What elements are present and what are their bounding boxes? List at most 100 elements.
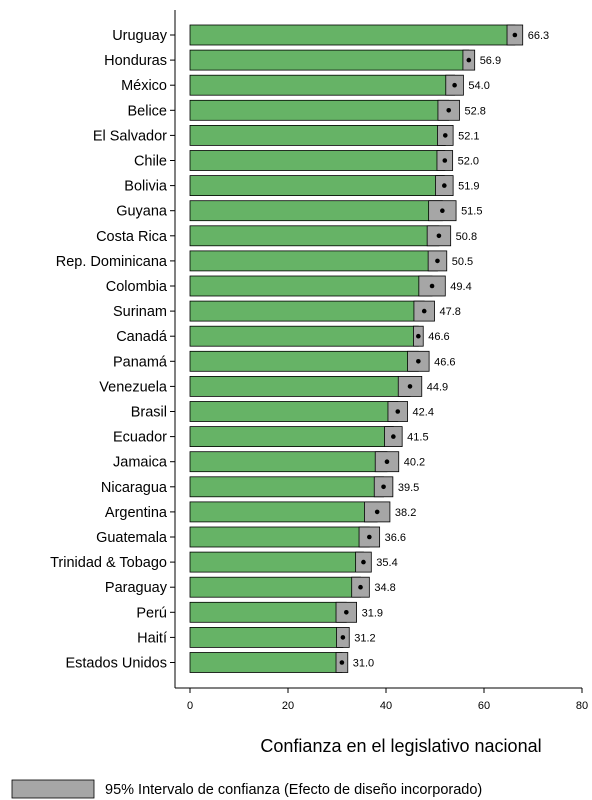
point-estimate xyxy=(381,484,386,490)
category-label: Argentina xyxy=(105,505,168,521)
category-label: Perú xyxy=(136,605,167,621)
bar xyxy=(189,601,347,623)
bar xyxy=(189,652,343,673)
bar xyxy=(189,526,370,548)
category-label: Jamaica xyxy=(113,455,168,471)
category-label: Canadá xyxy=(116,329,168,345)
point-estimate xyxy=(367,534,372,540)
bars-layer: 66.3 56.9 54.0 52.8 52.1 52.0 51.9 51.5 50.8 50.5… xyxy=(189,24,549,673)
bar xyxy=(189,175,445,197)
bar xyxy=(189,300,425,322)
value-label: 52.1 xyxy=(458,130,479,142)
point-estimate xyxy=(446,108,452,113)
bar xyxy=(189,401,399,422)
category-label: Rep. Dominicana xyxy=(56,254,168,270)
point-estimate xyxy=(374,509,380,515)
category-label: Guatemala xyxy=(96,530,168,546)
value-label: 49.4 xyxy=(450,281,471,293)
bar xyxy=(189,99,450,121)
category-label: Nicaragua xyxy=(101,480,168,496)
value-label: 31.2 xyxy=(354,632,375,644)
point-estimate xyxy=(429,283,435,289)
value-label: 52.0 xyxy=(458,156,479,168)
value-label: 31.0 xyxy=(353,658,374,670)
point-estimate xyxy=(339,660,345,665)
value-label: 50.8 xyxy=(456,231,477,243)
point-estimate xyxy=(384,459,390,465)
value-label: 41.5 xyxy=(407,432,428,444)
value-label: 34.8 xyxy=(374,582,395,594)
bar xyxy=(189,150,446,171)
value-label: 66.3 xyxy=(528,30,549,42)
category-label: Costa Rica xyxy=(96,229,168,245)
value-label: 52.8 xyxy=(465,105,486,117)
legend: 95% Intervalo de confianza (Efecto de di… xyxy=(11,779,482,799)
category-label: Honduras xyxy=(104,53,167,69)
value-label: 38.2 xyxy=(395,507,416,519)
value-label: 51.9 xyxy=(458,181,479,193)
category-label: Belice xyxy=(128,103,168,119)
category-label: Haití xyxy=(137,630,167,646)
bar xyxy=(189,225,440,247)
point-estimate xyxy=(421,308,427,314)
category-label: Estados Unidos xyxy=(65,656,167,672)
value-label: 35.4 xyxy=(376,557,397,569)
point-estimate xyxy=(407,384,413,389)
bar xyxy=(189,74,456,96)
value-label: 31.9 xyxy=(362,607,383,619)
value-label: 46.6 xyxy=(434,356,455,368)
legend-swatch xyxy=(11,779,95,799)
bar xyxy=(189,275,433,297)
category-label: Chile xyxy=(134,154,167,170)
bar xyxy=(189,375,411,397)
category-label: Bolivia xyxy=(124,179,168,195)
point-estimate xyxy=(416,359,421,364)
value-label: 46.6 xyxy=(428,331,449,343)
point-estimate xyxy=(442,133,448,138)
category-label: Ecuador xyxy=(113,430,167,446)
bar xyxy=(189,426,394,448)
value-label: 44.9 xyxy=(427,381,448,393)
axes-layer: Uruguay Honduras México Belice El Salvador Ch… xyxy=(50,10,588,712)
value-label: 50.5 xyxy=(452,256,473,268)
x-axis-title: Confianza en el legislativo nacional xyxy=(260,736,541,756)
bar xyxy=(189,250,438,272)
value-label: 36.6 xyxy=(385,532,406,544)
point-estimate xyxy=(358,584,363,590)
value-label: 40.2 xyxy=(404,457,425,469)
point-estimate xyxy=(435,258,440,264)
value-label: 54.0 xyxy=(468,80,489,92)
x-tick-label: 60 xyxy=(478,700,490,712)
category-label: Colombia xyxy=(106,279,168,295)
category-label: Trinidad & Tobago xyxy=(50,555,167,571)
category-label: Surinam xyxy=(113,304,167,320)
point-estimate xyxy=(442,158,448,163)
point-estimate xyxy=(442,183,447,188)
bar xyxy=(189,24,516,46)
point-estimate xyxy=(440,208,445,213)
point-estimate xyxy=(361,559,366,565)
bar xyxy=(189,501,378,523)
value-label: 39.5 xyxy=(398,482,419,494)
point-estimate xyxy=(340,635,346,640)
category-label: Panamá xyxy=(113,354,168,370)
x-tick-label: 80 xyxy=(576,700,588,712)
category-label: Brasil xyxy=(131,405,167,421)
x-tick-label: 40 xyxy=(380,700,392,712)
bar xyxy=(189,49,470,71)
point-estimate xyxy=(344,610,349,615)
point-estimate xyxy=(452,82,457,88)
x-tick-label: 0 xyxy=(187,700,193,712)
bar xyxy=(189,200,443,222)
bar xyxy=(189,476,384,498)
legend-label: 95% Intervalo de confianza (Efecto de di… xyxy=(105,782,482,798)
bar xyxy=(189,325,419,347)
category-label: México xyxy=(121,78,167,94)
bar xyxy=(189,627,344,648)
x-tick-label: 20 xyxy=(282,700,294,712)
category-label: Venezuela xyxy=(99,379,168,395)
point-estimate xyxy=(395,409,401,414)
category-label: El Salvador xyxy=(93,128,167,144)
value-label: 56.9 xyxy=(480,55,501,67)
